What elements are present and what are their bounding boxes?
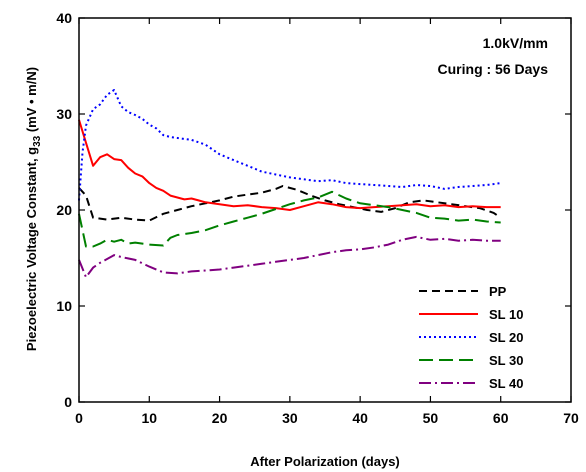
series-line-1	[78, 119, 501, 211]
x-tick-label-6: 60	[493, 410, 509, 426]
x-tick-label-4: 40	[352, 410, 368, 426]
legend-label-2: SL 20	[489, 330, 523, 345]
y-axis-label-unit: (mV • m/N)	[24, 67, 39, 136]
annotation-voltage: 1.0kV/mm	[483, 35, 548, 51]
y-tick-label-3: 30	[56, 106, 72, 122]
x-tick-label-2: 20	[212, 410, 228, 426]
x-tick-label-3: 30	[282, 410, 298, 426]
legend-label-0: PP	[489, 284, 507, 299]
y-axis-label-subscript: 33	[32, 135, 43, 147]
x-tick-label-7: 70	[563, 410, 579, 426]
series-line-3	[78, 190, 501, 248]
legend: PP SL 10 SL 20 SL 30 SL 40	[419, 284, 523, 391]
legend-label-3: SL 30	[489, 353, 523, 368]
y-tick-label-4: 40	[56, 10, 72, 26]
x-axis-label: After Polarization (days)	[250, 454, 400, 469]
y-tick-label-1: 10	[56, 298, 72, 314]
y-axis-label-main: Piezoelectric Voltage Constant, g	[24, 147, 39, 351]
series-line-0	[78, 185, 502, 222]
axes: 0 10 20 30 40 50 60 70 0 10 20 30 40	[56, 10, 579, 426]
legend-label-1: SL 10	[489, 307, 523, 322]
legend-label-4: SL 40	[489, 376, 523, 391]
y-tick-label-0: 0	[64, 394, 72, 410]
annotation-curing: Curing : 56 Days	[438, 61, 549, 77]
y-axis-label: Piezoelectric Voltage Constant, g33 (mV …	[24, 67, 43, 351]
x-tick-label-5: 50	[423, 410, 439, 426]
x-tick-label-0: 0	[75, 410, 83, 426]
y-tick-label-2: 20	[56, 202, 72, 218]
plot-area	[78, 89, 502, 279]
series-line-2	[78, 89, 501, 201]
x-tick-label-1: 10	[141, 410, 157, 426]
